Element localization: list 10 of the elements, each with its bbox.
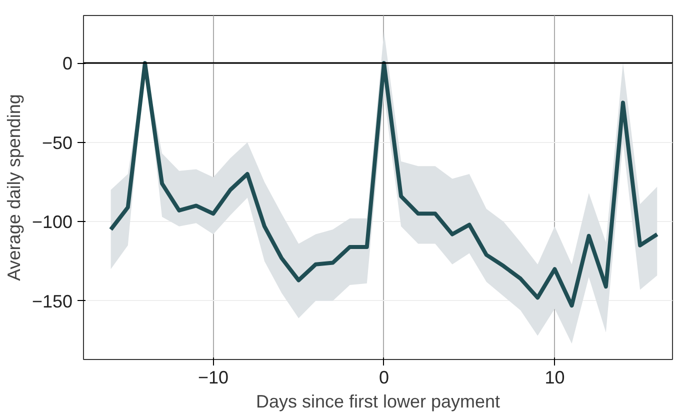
y-tick-label: −150 [32, 291, 73, 312]
y-tick-label: 0 [62, 54, 73, 74]
y-axis-title: Average daily spending [4, 94, 24, 281]
y-tick-label: −100 [32, 212, 73, 232]
x-tick-label: −10 [198, 368, 229, 388]
x-axis-title: Days since first lower payment [256, 392, 500, 412]
line-series [108, 61, 660, 308]
x-tick-label: 10 [544, 368, 565, 388]
y-tick-label: −50 [42, 132, 73, 153]
x-tick-label: 0 [378, 368, 389, 388]
